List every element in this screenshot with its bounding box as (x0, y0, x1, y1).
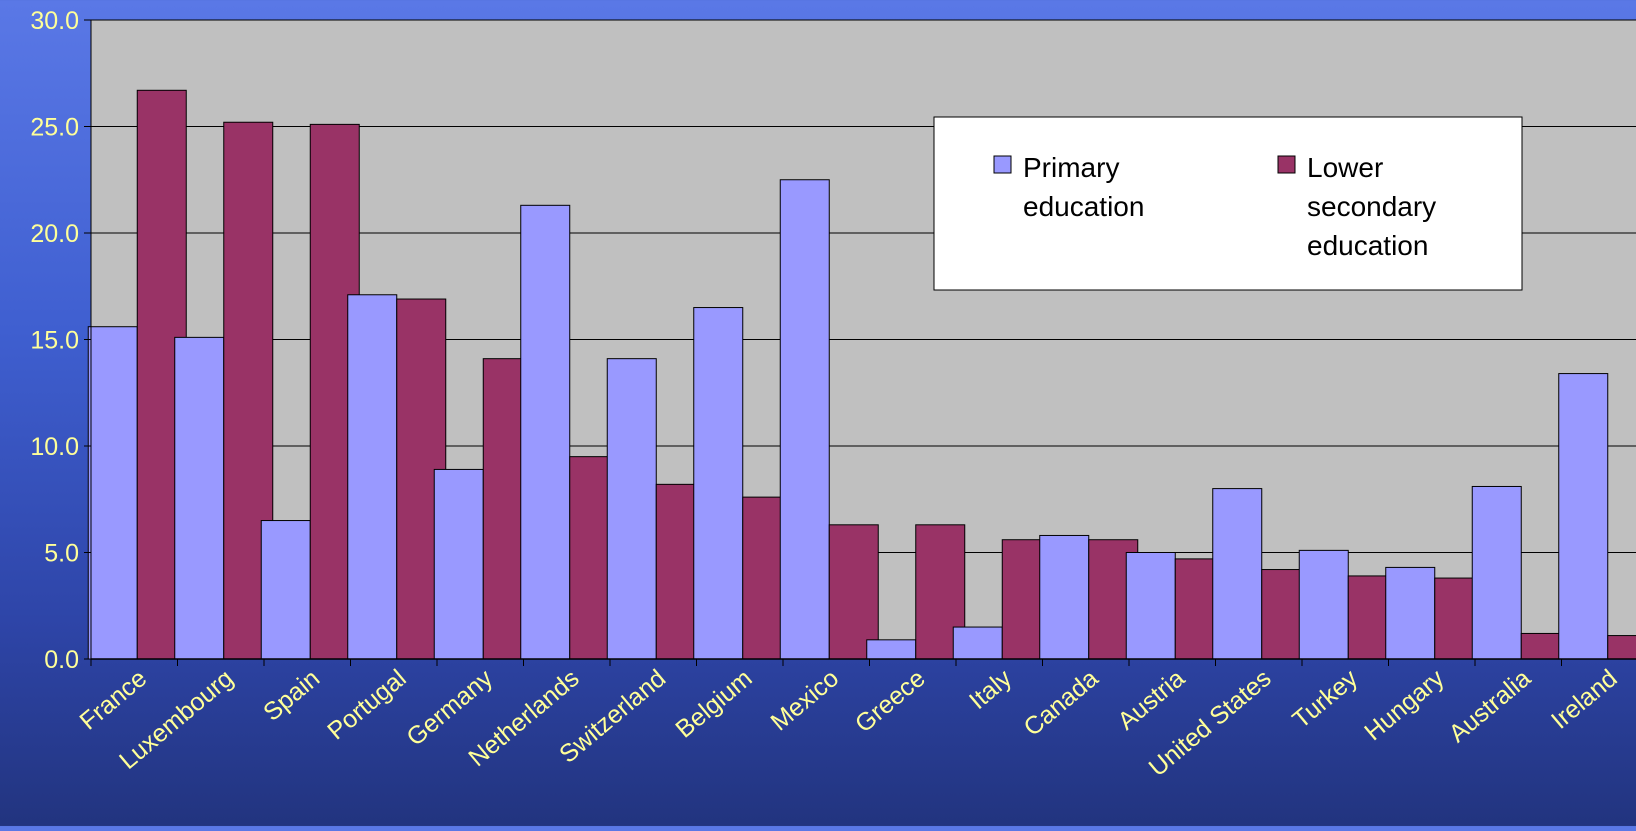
legend-swatch-primary (993, 155, 1012, 174)
x-tick-label: Greece (850, 664, 931, 738)
bar-primary-belgium (693, 307, 744, 660)
bar-primary-ireland (1558, 373, 1609, 660)
legend-swatch-secondary (1277, 155, 1296, 174)
bar-primary-united-states (1212, 488, 1263, 660)
y-tick-label: 10.0 (30, 433, 79, 461)
bar-primary-canada (1039, 534, 1090, 660)
bar-primary-australia (1471, 485, 1522, 660)
legend-box (933, 116, 1523, 291)
x-tick-label: Turkey (1287, 664, 1363, 734)
y-tick-label: 15.0 (30, 327, 79, 355)
x-tick-label: Ireland (1546, 664, 1623, 735)
bar-primary-spain (260, 520, 311, 660)
bar-primary-luxembourg (174, 336, 225, 660)
bar-primary-turkey (1298, 549, 1349, 660)
x-tick-label: France (75, 664, 153, 735)
bar-primary-netherlands (520, 204, 571, 660)
legend: Primary education Lower secondary educat… (933, 116, 1523, 291)
legend-label-secondary-line1: Lower (1307, 152, 1383, 183)
x-tick-label: Italy (964, 664, 1018, 715)
y-tick-label: 5.0 (44, 540, 79, 568)
legend-label-primary-line1: Primary (1023, 152, 1119, 183)
x-tick-label: Portugal (322, 664, 411, 745)
x-tick-label: Australia (1444, 664, 1537, 748)
bar-primary-mexico (779, 179, 830, 660)
x-tick-label: Austria (1113, 664, 1191, 736)
bar-primary-germany (433, 468, 484, 660)
legend-label-primary-line2: education (1023, 191, 1144, 222)
y-tick-label: 25.0 (30, 114, 79, 142)
legend-label-secondary-line3: education (1307, 230, 1428, 261)
bar-primary-hungary (1385, 566, 1436, 660)
x-tick-label: Canada (1019, 664, 1104, 742)
x-tick-label: Belgium (670, 664, 757, 744)
x-tick-label: Hungary (1359, 664, 1450, 747)
bar-primary-austria (1125, 552, 1176, 660)
bar-primary-greece (866, 639, 917, 660)
bar-secondary-ireland (1607, 635, 1636, 660)
y-tick-label: 0.0 (44, 646, 79, 674)
bar-primary-france (87, 326, 138, 660)
legend-label-secondary-line2: secondary (1307, 191, 1436, 222)
bars-group (87, 89, 1636, 660)
bar-secondary-mexico (828, 524, 879, 660)
y-tick-label: 30.0 (30, 7, 79, 35)
x-tick-label: Spain (258, 664, 325, 727)
bar-primary-switzerland (606, 358, 657, 660)
x-tick-label: Mexico (765, 664, 844, 736)
y-tick-labels: 0.0 5.0 10.0 15.0 20.0 25.0 30.0 (30, 7, 91, 674)
bar-primary-portugal (347, 294, 398, 660)
y-tick-label: 20.0 (30, 220, 79, 248)
bar-primary-italy (952, 626, 1003, 660)
